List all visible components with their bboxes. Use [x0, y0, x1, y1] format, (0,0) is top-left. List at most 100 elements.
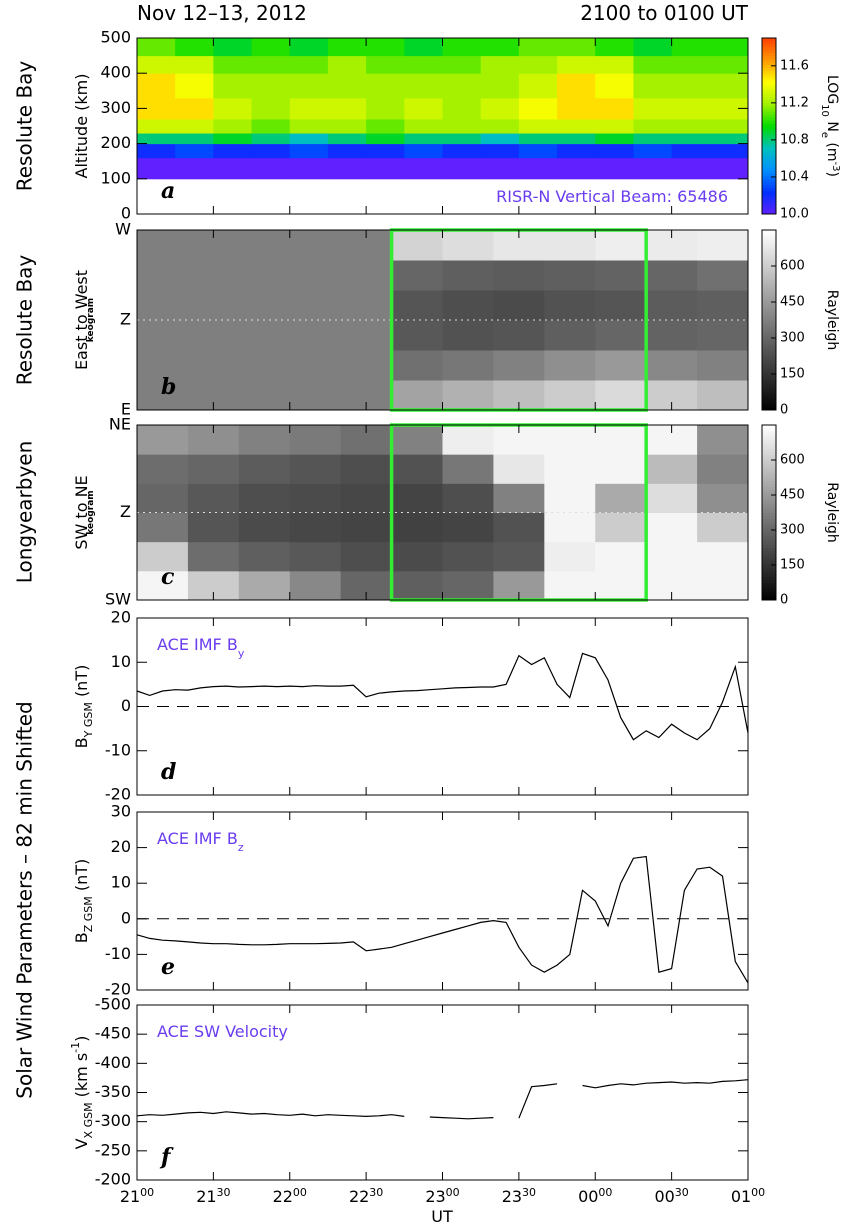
- side-label: Solar Wind Parameters – 82 min Shifted: [13, 701, 37, 1098]
- heatmap-cell: [289, 38, 329, 57]
- colorbar-swatch: [762, 245, 776, 249]
- data-line: [136, 855, 749, 984]
- colorbar-swatch: [762, 359, 776, 363]
- heatmap-cell: [213, 97, 253, 120]
- heatmap-cell: [518, 38, 558, 57]
- heatmap-cell: [646, 350, 698, 381]
- heatmap-cell: [595, 350, 647, 381]
- text-part: (km s: [72, 1053, 91, 1103]
- x-tick-label: 2200: [273, 1186, 307, 1207]
- colorbar-swatch: [762, 547, 776, 551]
- x-tick-hour: 22: [273, 1187, 293, 1206]
- colorbar-swatch: [762, 353, 776, 357]
- colorbar-swatch: [762, 120, 776, 124]
- heatmap-cell: [595, 454, 647, 484]
- y-tick-label: 0: [121, 696, 131, 715]
- heatmap-cell: [391, 290, 443, 321]
- colorbar-swatch: [762, 474, 776, 478]
- x-tick-minute: 00: [140, 1186, 154, 1199]
- colorbar-swatch: [762, 193, 776, 197]
- colorbar-swatch: [762, 199, 776, 203]
- y-tick-label: 500: [100, 28, 131, 47]
- colorbar-swatch: [762, 161, 776, 165]
- heatmap-cell: [544, 260, 596, 291]
- colorbar-swatch: [762, 588, 776, 592]
- heatmap-cell: [595, 55, 634, 74]
- heatmap-cell: [327, 157, 367, 180]
- heatmap-cell: [595, 143, 634, 159]
- x-tick-label: 2230: [349, 1186, 383, 1207]
- heatmap-cell: [518, 157, 558, 180]
- y-tick-label: -20: [105, 980, 131, 999]
- heatmap-cell: [671, 55, 711, 74]
- colorbar-swatch: [762, 143, 776, 148]
- colorbar-swatch: [762, 445, 776, 449]
- heatmap-cell: [366, 157, 405, 180]
- annotation: ACE IMF By: [157, 635, 245, 660]
- colorbar-swatch: [762, 462, 776, 467]
- heatmap-cell: [646, 290, 698, 321]
- x-tick-label: 2330: [502, 1186, 536, 1207]
- text-part: N: [824, 117, 840, 132]
- heatmap-cell: [238, 541, 291, 572]
- colorbar-tick-label: 0: [780, 403, 788, 418]
- heatmap-cell: [557, 73, 596, 99]
- colorbar-swatch: [762, 208, 776, 212]
- heatmap-cell: [544, 320, 596, 351]
- heatmap-cell: [175, 55, 214, 74]
- colorbar-swatch: [762, 451, 776, 455]
- heatmap-cell: [697, 380, 749, 411]
- colorbar-swatch: [762, 172, 776, 177]
- text-part: ACE IMF B: [157, 635, 238, 654]
- heatmap-cell: [646, 541, 698, 572]
- panel: 0 100 200 300 400 500 Altitude (km) a RISR-N Ver…: [72, 28, 842, 223]
- heatmap-cell: [327, 97, 367, 120]
- heatmap-cell: [518, 143, 558, 159]
- heatmap-cell: [595, 133, 634, 145]
- heatmap-cell: [340, 454, 393, 484]
- colorbar-swatch: [762, 344, 776, 348]
- side-label: Resolute Bay: [13, 255, 37, 386]
- colorbar-swatch: [762, 597, 776, 601]
- heatmap-cell: [391, 230, 443, 261]
- heatmap-cell: [442, 425, 494, 455]
- heatmap-cell: [327, 38, 367, 57]
- heatmap-cell: [595, 97, 634, 120]
- heatmap-cell: [480, 38, 520, 57]
- heatmap-cell: [442, 320, 494, 351]
- title-left: Nov 12–13, 2012: [137, 1, 307, 25]
- x-tick-minute: 00: [598, 1186, 612, 1199]
- y-tick-label: 300: [100, 98, 131, 117]
- heatmap-cell: [633, 143, 673, 159]
- colorbar-swatch: [762, 553, 776, 557]
- colorbar-swatch: [762, 293, 776, 297]
- heatmap-cell: [137, 512, 189, 543]
- colorbar-swatch: [762, 448, 776, 452]
- heatmap-cell: [175, 143, 214, 159]
- colorbar-swatch: [762, 389, 776, 393]
- y-category-label: NE: [109, 415, 131, 434]
- heatmap-cell: [709, 118, 749, 134]
- y-category-label: SW: [105, 590, 131, 609]
- heatmap-cell: [697, 483, 749, 513]
- colorbar-swatch: [762, 158, 776, 162]
- heatmap-cell: [391, 541, 443, 572]
- text-part: X GSM: [82, 1102, 95, 1138]
- heatmap-cell: [442, 483, 494, 513]
- colorbar-swatch: [762, 202, 776, 206]
- colorbar-title: LOG10 Ne (m-3): [820, 75, 842, 177]
- heatmap-cell: [327, 73, 367, 99]
- x-tick-label: 2100: [120, 1186, 154, 1207]
- heatmap-cell: [671, 38, 711, 57]
- heatmap-cell: [697, 454, 749, 484]
- colorbar-swatch: [762, 371, 776, 375]
- colorbar-swatch: [762, 465, 776, 470]
- colorbar-swatch: [762, 38, 776, 42]
- text-part: B: [72, 932, 91, 943]
- colorbar-swatch: [762, 278, 776, 282]
- colorbar-title: Rayleigh: [824, 290, 840, 350]
- heatmap-cell: [391, 483, 443, 513]
- heatmap-cell: [633, 55, 673, 74]
- colorbar-swatch: [762, 111, 776, 115]
- colorbar-frame: [761, 229, 777, 411]
